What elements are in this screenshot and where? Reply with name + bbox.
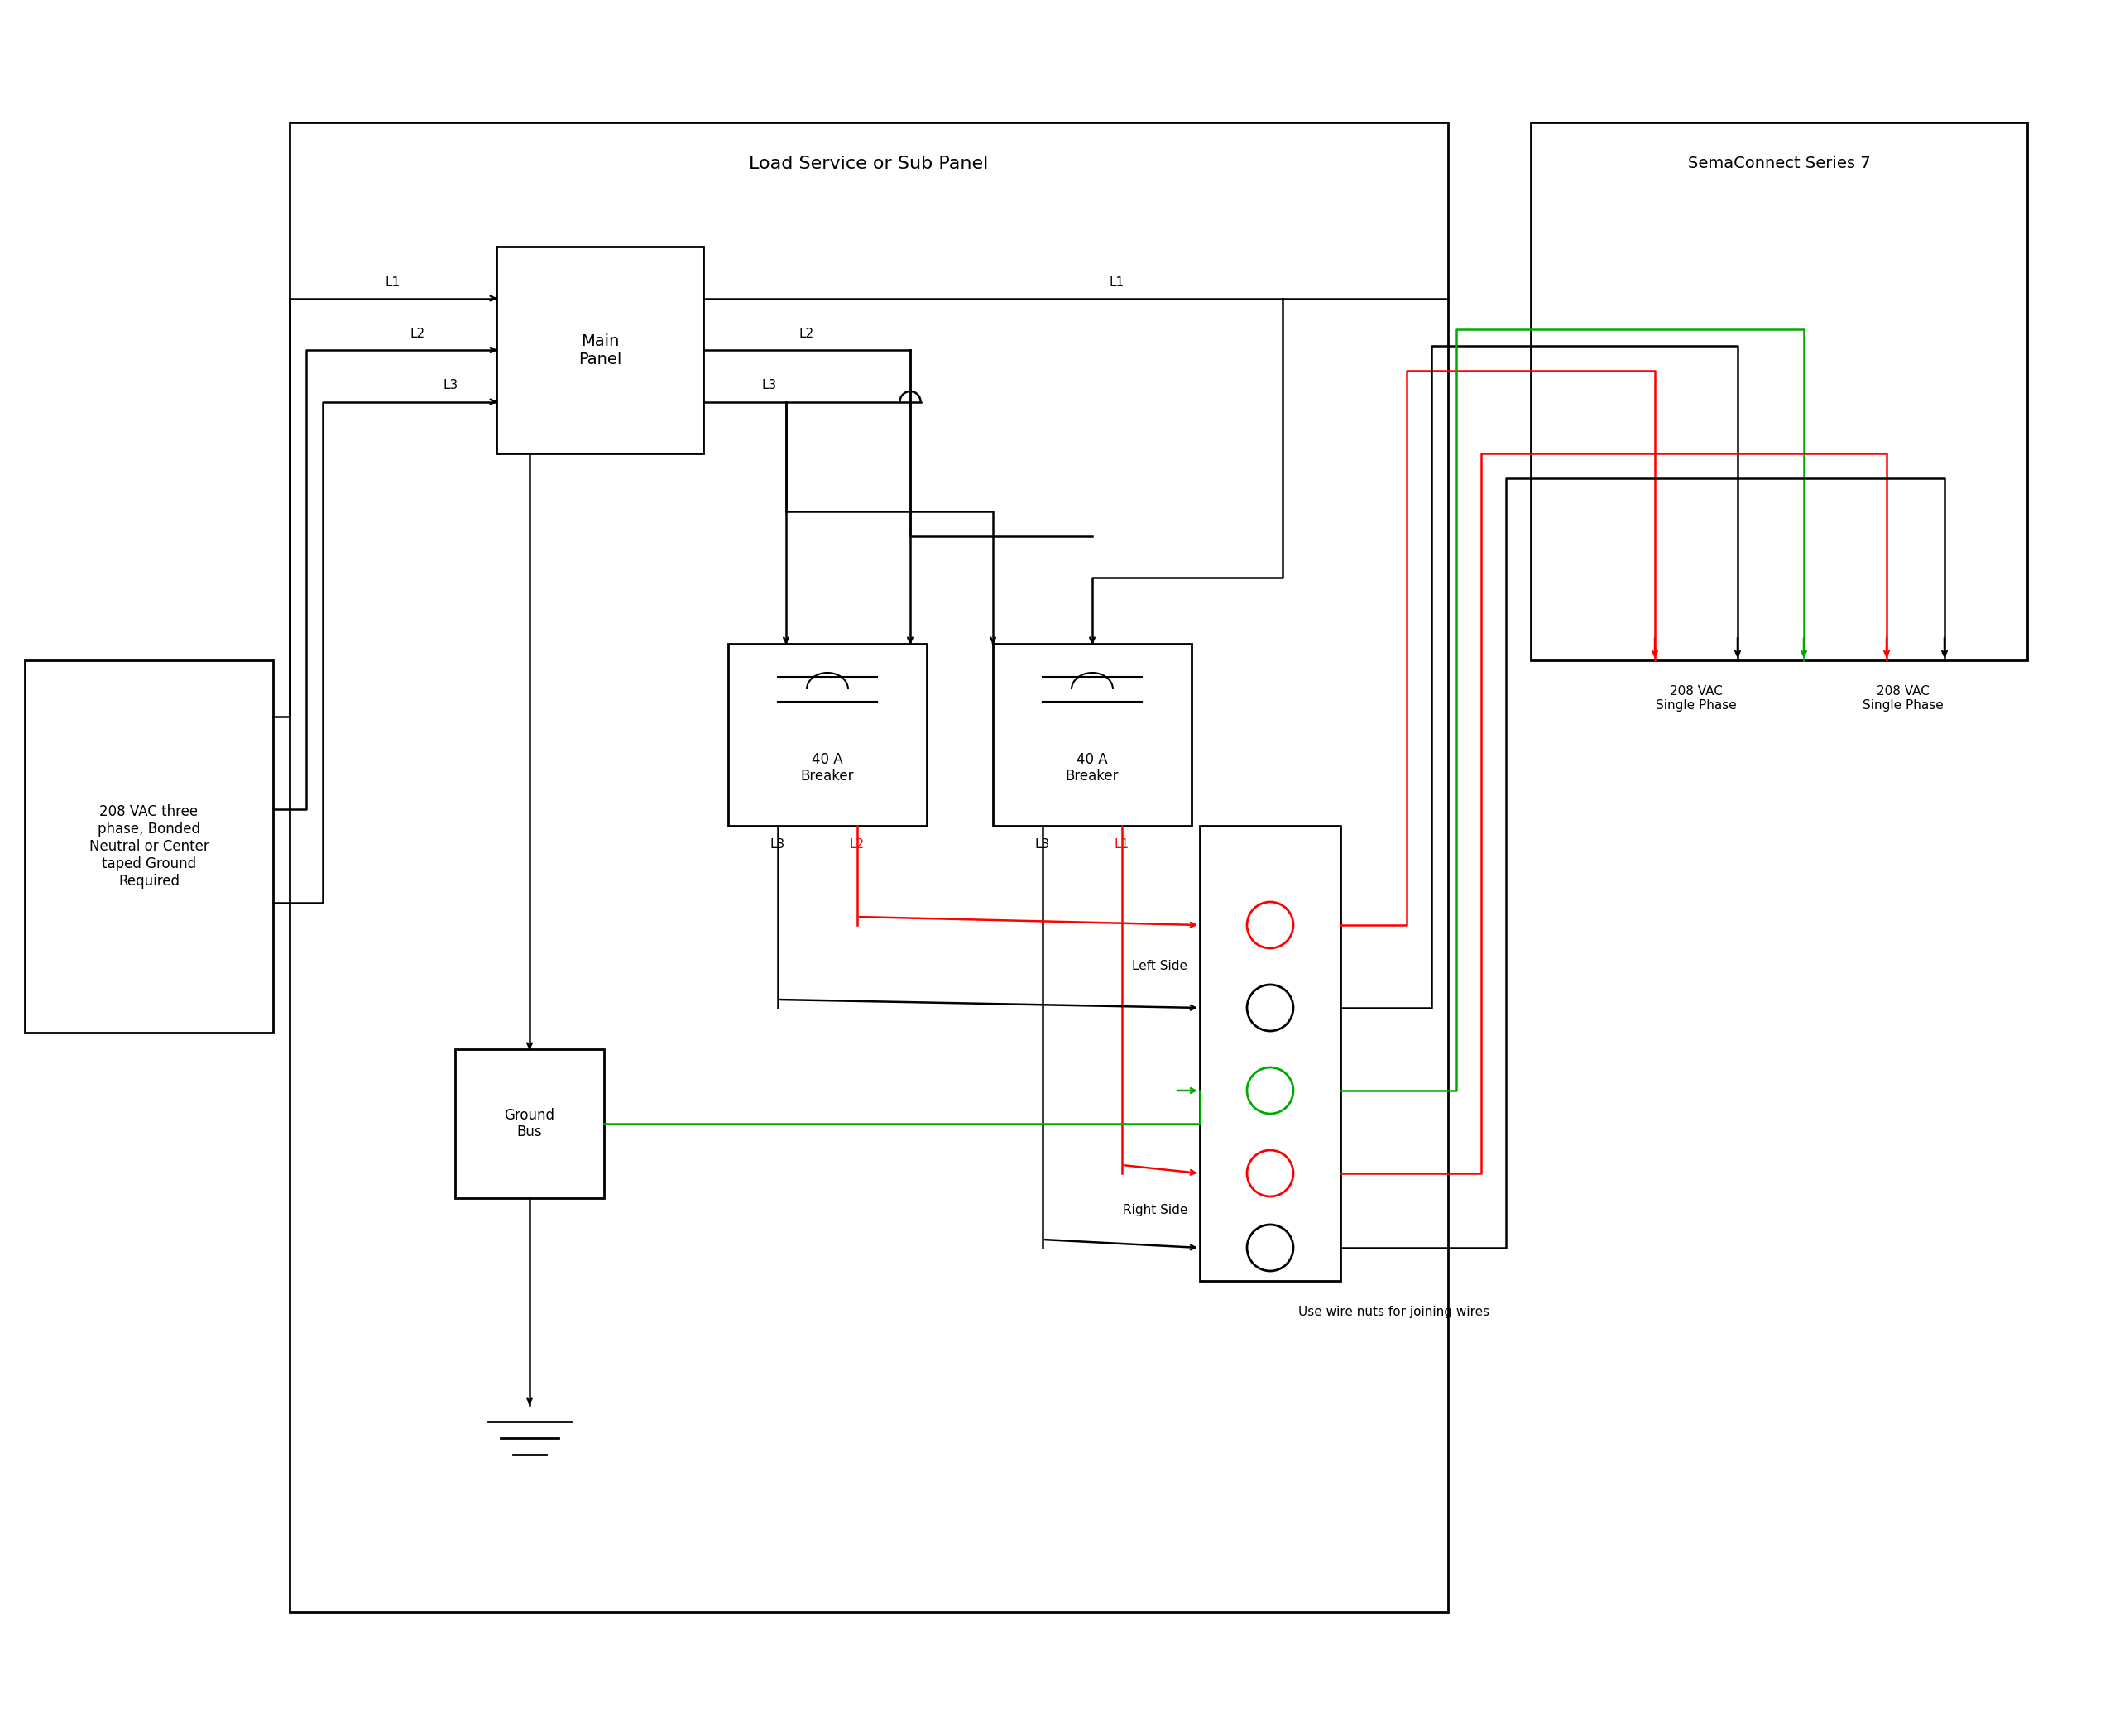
Text: Use wire nuts for joining wires: Use wire nuts for joining wires xyxy=(1298,1305,1490,1318)
Text: 208 VAC
Single Phase: 208 VAC Single Phase xyxy=(1656,686,1737,712)
FancyBboxPatch shape xyxy=(994,644,1192,826)
Text: L2: L2 xyxy=(800,328,814,340)
FancyBboxPatch shape xyxy=(1201,826,1340,1281)
Text: 208 VAC three
phase, Bonded
Neutral or Center
taped Ground
Required: 208 VAC three phase, Bonded Neutral or C… xyxy=(89,804,209,889)
Text: L3: L3 xyxy=(443,380,458,392)
Text: L3: L3 xyxy=(770,838,785,851)
Text: Ground
Bus: Ground Bus xyxy=(504,1108,555,1141)
Text: Load Service or Sub Panel: Load Service or Sub Panel xyxy=(749,156,990,172)
Text: L1: L1 xyxy=(1110,276,1125,288)
FancyBboxPatch shape xyxy=(728,644,926,826)
Text: 208 VAC
Single Phase: 208 VAC Single Phase xyxy=(1863,686,1943,712)
Circle shape xyxy=(1247,984,1293,1031)
FancyBboxPatch shape xyxy=(25,660,272,1033)
Text: L1: L1 xyxy=(386,276,401,288)
FancyBboxPatch shape xyxy=(1530,123,2028,660)
Circle shape xyxy=(1247,1068,1293,1115)
Text: Right Side: Right Side xyxy=(1123,1205,1188,1217)
Text: SemaConnect Series 7: SemaConnect Series 7 xyxy=(1688,156,1869,172)
FancyBboxPatch shape xyxy=(496,247,703,453)
FancyBboxPatch shape xyxy=(289,123,1447,1613)
Text: L3: L3 xyxy=(1036,838,1051,851)
Text: Left Side: Left Side xyxy=(1131,960,1188,972)
Circle shape xyxy=(1247,1151,1293,1196)
Text: L2: L2 xyxy=(409,328,426,340)
FancyBboxPatch shape xyxy=(456,1049,603,1198)
Text: L1: L1 xyxy=(1114,838,1129,851)
Text: 40 A
Breaker: 40 A Breaker xyxy=(802,752,855,785)
Circle shape xyxy=(1247,1224,1293,1271)
Text: L3: L3 xyxy=(762,380,776,392)
Circle shape xyxy=(1247,903,1293,948)
Text: 40 A
Breaker: 40 A Breaker xyxy=(1066,752,1118,785)
Text: L2: L2 xyxy=(850,838,865,851)
Text: Main
Panel: Main Panel xyxy=(578,333,622,366)
